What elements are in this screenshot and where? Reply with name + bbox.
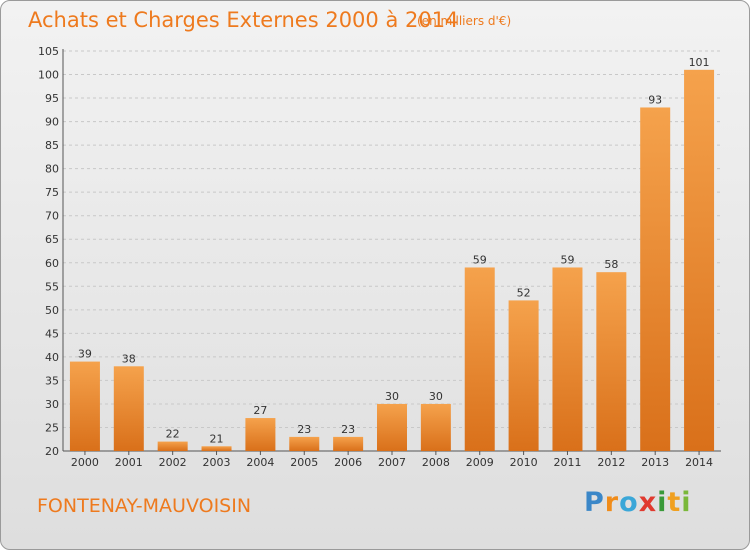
y-tick-label: 75 — [45, 186, 59, 199]
bar-value-label: 22 — [166, 428, 180, 441]
x-tick-label: 2004 — [246, 456, 274, 469]
y-tick-label: 90 — [45, 116, 59, 129]
bar[interactable] — [640, 107, 671, 452]
bar-value-label: 101 — [689, 56, 710, 69]
bar-value-label: 23 — [341, 423, 355, 436]
x-tick-label: 2012 — [597, 456, 625, 469]
y-tick-label: 70 — [45, 210, 59, 223]
x-tick-label: 2003 — [203, 456, 231, 469]
bar[interactable] — [420, 403, 451, 451]
bar[interactable] — [508, 300, 539, 451]
y-tick-label: 30 — [45, 398, 59, 411]
x-tick-label: 2014 — [685, 456, 713, 469]
x-tick-label: 2001 — [115, 456, 143, 469]
x-tick-label: 2005 — [290, 456, 318, 469]
bar[interactable] — [684, 69, 715, 451]
y-tick-label: 25 — [45, 421, 59, 434]
bar[interactable] — [596, 272, 627, 451]
bar[interactable] — [333, 436, 364, 451]
y-tick-label: 45 — [45, 327, 59, 340]
x-tick-label: 2002 — [159, 456, 187, 469]
y-tick-label: 55 — [45, 280, 59, 293]
bar[interactable] — [464, 267, 495, 451]
y-tick-label: 20 — [45, 445, 59, 458]
bar[interactable] — [157, 441, 188, 451]
x-tick-label: 2011 — [553, 456, 581, 469]
y-tick-label: 80 — [45, 163, 59, 176]
location-name: FONTENAY-MAUVOISIN — [37, 495, 252, 517]
bar-value-label: 59 — [473, 253, 487, 266]
logo-letter: i — [657, 487, 668, 518]
bar-value-label: 58 — [604, 258, 618, 271]
bar[interactable] — [245, 418, 276, 451]
bar-value-label: 52 — [517, 286, 531, 299]
x-tick-label: 2007 — [378, 456, 406, 469]
logo-letter: i — [681, 487, 692, 518]
bar-value-label: 21 — [210, 432, 224, 445]
bar[interactable] — [289, 436, 320, 451]
x-tick-label: 2013 — [641, 456, 669, 469]
x-tick-label: 2008 — [422, 456, 450, 469]
x-tick-label: 2006 — [334, 456, 362, 469]
logo-letter: o — [619, 487, 639, 518]
y-tick-label: 65 — [45, 233, 59, 246]
y-tick-label: 100 — [38, 69, 59, 82]
y-tick-label: 35 — [45, 374, 59, 387]
logo-letter: x — [638, 487, 658, 518]
logo-letter: t — [667, 487, 682, 518]
bar-value-label: 30 — [385, 390, 399, 403]
y-tick-label: 40 — [45, 351, 59, 364]
proxiti-logo[interactable]: Proxiti — [584, 487, 692, 518]
bar[interactable] — [201, 446, 232, 451]
bars — [69, 69, 715, 452]
bar-value-label: 30 — [429, 390, 443, 403]
y-tick-label: 60 — [45, 257, 59, 270]
bar-value-label: 27 — [253, 404, 267, 417]
x-tick-label: 2010 — [510, 456, 538, 469]
x-tick-label: 2000 — [71, 456, 99, 469]
y-tick-label: 85 — [45, 139, 59, 152]
chart-title: Achats et Charges Externes 2000 à 2014 — [28, 8, 459, 32]
x-tick-label: 2009 — [466, 456, 494, 469]
logo-letter: P — [584, 487, 605, 518]
bar[interactable] — [69, 361, 100, 451]
bar-value-label: 38 — [122, 352, 136, 365]
chart-subtitle: (en milliers d'€) — [417, 14, 512, 28]
bar-value-label: 59 — [560, 253, 574, 266]
bar-value-label: 93 — [648, 93, 662, 106]
bar-value-label: 23 — [297, 423, 311, 436]
bar[interactable] — [113, 366, 144, 451]
y-tick-label: 105 — [38, 45, 59, 58]
y-tick-label: 95 — [45, 92, 59, 105]
bar-value-label: 39 — [78, 348, 92, 361]
bar[interactable] — [552, 267, 583, 451]
logo-letter: r — [604, 487, 620, 518]
bar[interactable] — [377, 403, 407, 451]
y-tick-label: 50 — [45, 304, 59, 317]
labels: 20 25 30 35 40 45 50 55 60 65 70 75 80 85 90 95 100 105 39… — [38, 45, 713, 469]
